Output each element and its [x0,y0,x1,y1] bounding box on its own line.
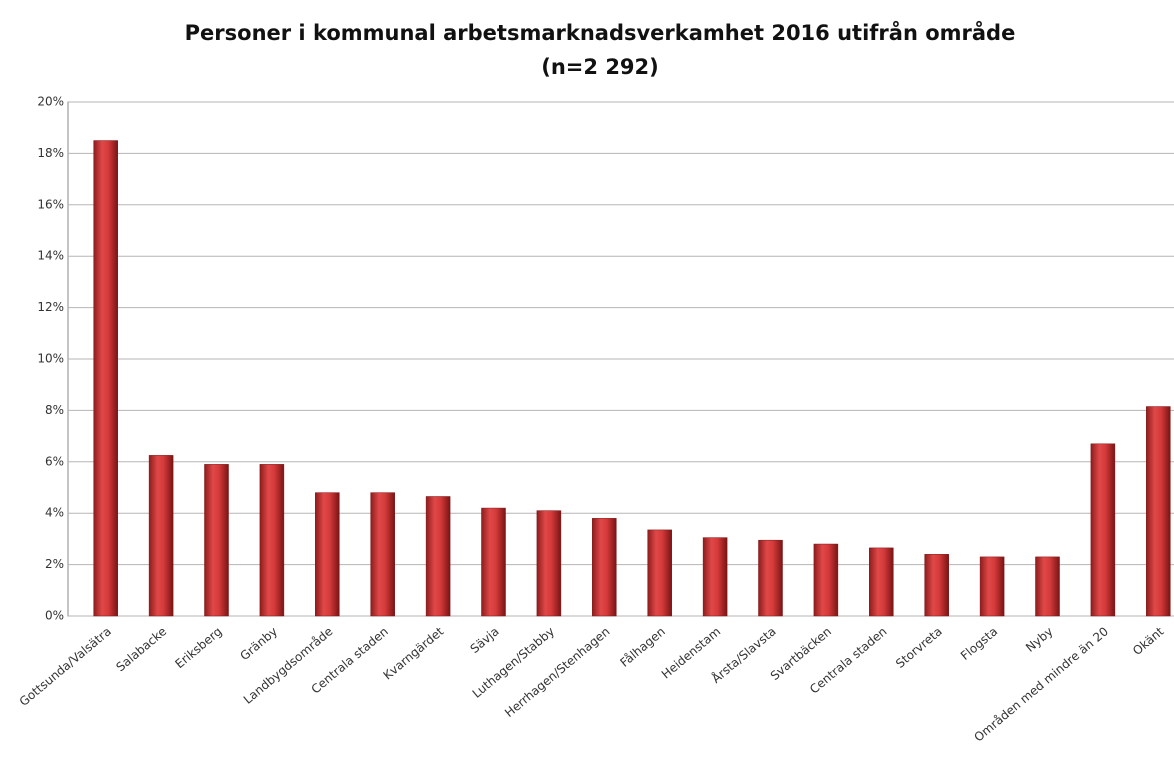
y-tick-label: 4% [45,506,64,520]
bar [1146,406,1171,617]
x-tick-label: Flogsta [958,624,1000,663]
bar [259,464,285,617]
bar [1035,556,1060,617]
x-tick-label: Fålhagen [617,624,667,669]
bar [204,464,229,617]
x-tick-label: Sävja [468,624,502,656]
x-tick-label: Gränby [237,624,280,663]
bar [93,140,118,617]
y-tick-label: 10% [37,352,64,366]
bar [425,496,451,617]
bar [1090,443,1116,617]
x-tick-label: Nyby [1023,624,1056,655]
y-tick-label: 0% [45,609,64,623]
bar [315,492,340,617]
y-tick-label: 2% [45,557,64,571]
y-tick-label: 16% [37,197,64,211]
bar [647,529,672,617]
bar [758,539,783,617]
y-tick-label: 12% [37,300,64,314]
x-tick-label: Okänt [1130,624,1167,658]
y-tick-label: 8% [45,403,64,417]
x-tick-label: Kvarngärdet [381,624,447,683]
y-tick-label: 20% [37,95,64,109]
bar [536,510,562,617]
x-tick-label: Storvreta [893,624,945,671]
x-tick-label: Gottsunda/Valsätra [17,624,114,709]
x-tick-label: Herrhagen/Stenhagen [502,624,612,720]
x-tick-label: Salabacke [113,624,169,674]
bar [702,537,728,617]
chart-title: Personer i kommunal arbetsmarknadsverkam… [185,20,1016,45]
y-tick-label: 6% [45,454,64,468]
bar [370,492,395,617]
y-tick-label: 14% [37,249,64,263]
bar [481,507,506,617]
bar [813,543,839,617]
bar [592,518,617,617]
bar [979,556,1005,617]
bar [924,554,949,617]
chart-subtitle: (n=2 292) [541,55,659,79]
y-tick-label: 18% [37,146,64,160]
bar [869,547,894,617]
x-tick-label: Eriksberg [172,624,224,671]
bar [148,455,174,617]
